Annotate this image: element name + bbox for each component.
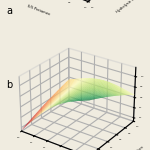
- X-axis label: E/S Protamex: E/S Protamex: [27, 4, 51, 16]
- Text: a: a: [6, 6, 12, 16]
- Y-axis label: Hydrolysis duration: Hydrolysis duration: [115, 0, 145, 14]
- Text: b: b: [6, 80, 12, 90]
- Y-axis label: Hydrolysis duration: Hydrolysis duration: [115, 145, 144, 150]
